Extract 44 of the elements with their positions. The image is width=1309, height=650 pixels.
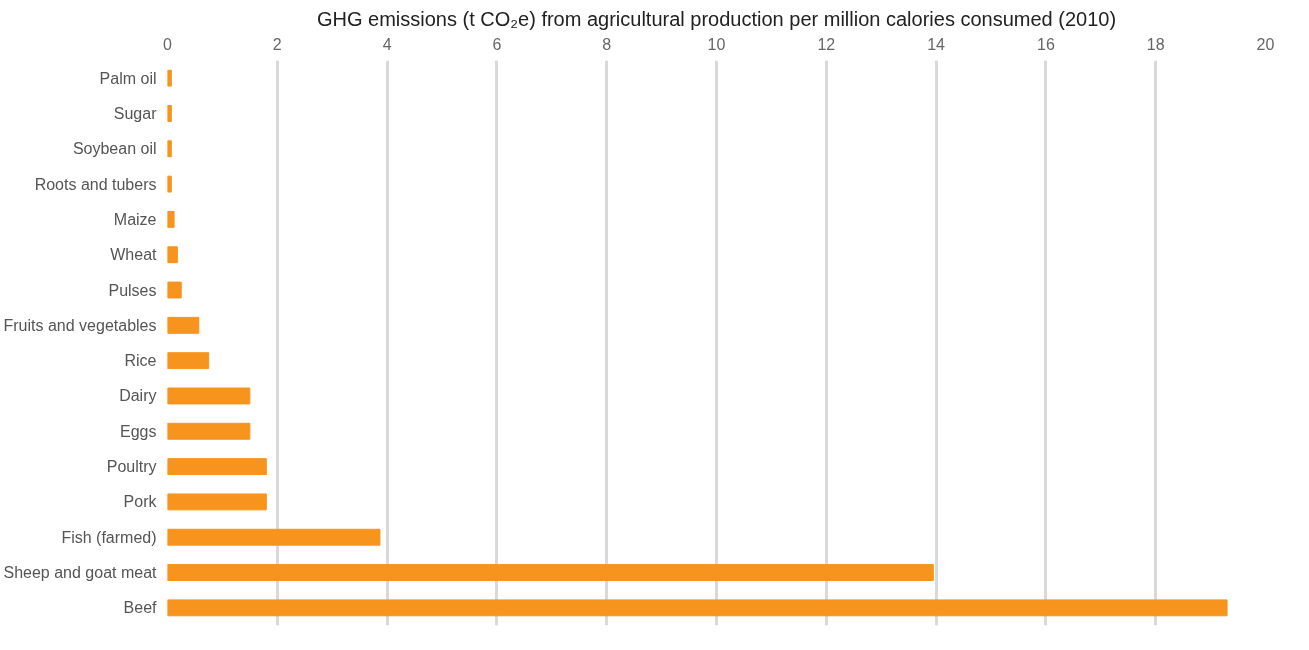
bar	[167, 599, 1228, 617]
bar	[167, 105, 172, 122]
bar	[167, 458, 267, 476]
bar	[167, 422, 251, 440]
y-tick-label: Fruits and vegetables	[3, 316, 157, 334]
x-tick-label: 14	[927, 35, 946, 53]
x-tick-label: 8	[602, 35, 612, 53]
y-tick-label: Poultry	[106, 458, 157, 476]
y-tick-label: Dairy	[119, 387, 157, 405]
bar	[167, 564, 934, 581]
bar	[167, 175, 172, 193]
bar	[167, 281, 182, 299]
y-tick-label: Fish (farmed)	[61, 528, 157, 546]
x-tick-label: 6	[492, 35, 502, 53]
x-tick-label: 18	[1146, 35, 1165, 53]
y-tick-label: Palm oil	[99, 69, 157, 87]
bar	[167, 210, 175, 228]
bar	[167, 246, 178, 264]
y-tick-label: Roots and tubers	[34, 175, 157, 193]
bar	[167, 352, 210, 370]
y-tick-label: Sugar	[113, 104, 158, 122]
y-tick-label: Eggs	[120, 422, 157, 440]
x-tick-label: 2	[272, 35, 282, 53]
x-tick-label: 12	[817, 35, 836, 53]
y-tick-label: Wheat	[110, 246, 158, 264]
y-tick-label: Sheep and goat meat	[3, 564, 158, 582]
bar	[167, 316, 200, 334]
bar	[167, 69, 172, 87]
x-tick-label: 0	[163, 35, 173, 53]
chart-title: GHG emissions (t CO₂e) from agricultural production per million calories consumed (2010)	[316, 7, 1117, 30]
y-tick-label: Pork	[123, 493, 158, 511]
y-tick-label: Soybean oil	[72, 140, 157, 158]
x-tick-label: 10	[707, 35, 726, 53]
bar	[167, 493, 267, 511]
bar	[167, 140, 172, 158]
y-tick-label: Maize	[113, 210, 157, 228]
y-tick-label: Pulses	[108, 281, 157, 299]
bar	[167, 528, 381, 546]
x-tick-label: 20	[1256, 35, 1275, 53]
x-tick-label: 16	[1037, 35, 1055, 53]
bar	[167, 387, 251, 405]
y-tick-label: Rice	[124, 352, 157, 370]
y-tick-label: Beef	[123, 599, 158, 617]
x-tick-label: 4	[382, 35, 392, 53]
